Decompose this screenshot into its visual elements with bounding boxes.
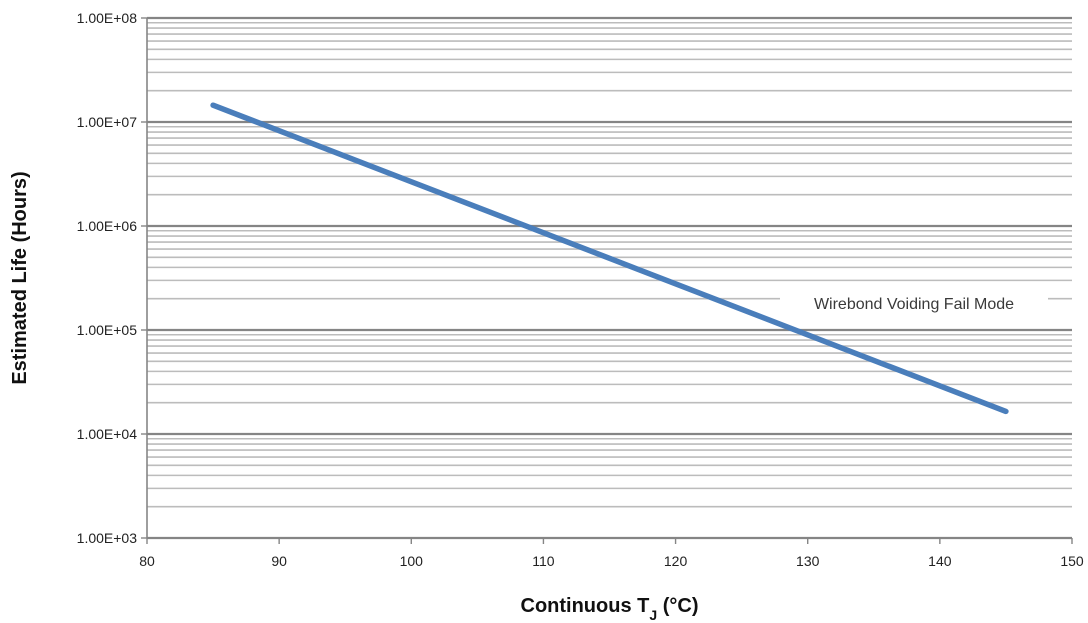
x-tick-label: 130 — [796, 553, 820, 569]
series-layer — [210, 102, 1009, 415]
x-tick-label: 100 — [400, 553, 424, 569]
y-axis-title: Estimated Life (Hours) — [9, 171, 31, 384]
y-tick-label: 1.00E+05 — [77, 322, 138, 338]
x-tick-label: 80 — [139, 553, 155, 569]
x-axis-title-unit: (°C) — [657, 595, 698, 617]
annotation-layer: Wirebond Voiding Fail Mode — [780, 290, 1048, 316]
x-axis-title: Continuous TJ (°C) — [521, 595, 699, 623]
y-tick-label: 1.00E+03 — [77, 530, 138, 546]
y-tick-label: 1.00E+08 — [77, 10, 138, 26]
series-annotation-label: Wirebond Voiding Fail Mode — [814, 296, 1014, 313]
x-tick-label: 110 — [532, 553, 555, 569]
series-line — [210, 102, 1009, 415]
labels-layer: 1.00E+03 1.00E+04 1.00E+05 1.00E+06 1.00E+07… — [9, 10, 1084, 623]
axes-layer — [141, 17, 1073, 544]
annotation-background — [780, 290, 1048, 316]
x-axis-title-subscript: J — [649, 607, 657, 623]
y-tick-label: 1.00E+07 — [77, 114, 138, 130]
x-axis-title-main: Continuous T — [521, 595, 650, 617]
x-tick-label: 90 — [271, 553, 287, 569]
x-tick-label: 120 — [664, 553, 688, 569]
grid-layer — [147, 16, 1072, 540]
y-tick-label: 1.00E+04 — [77, 426, 138, 442]
y-tick-label: 1.00E+06 — [77, 218, 138, 234]
x-tick-label: 150 — [1060, 553, 1084, 569]
x-tick-label: 140 — [928, 553, 952, 569]
